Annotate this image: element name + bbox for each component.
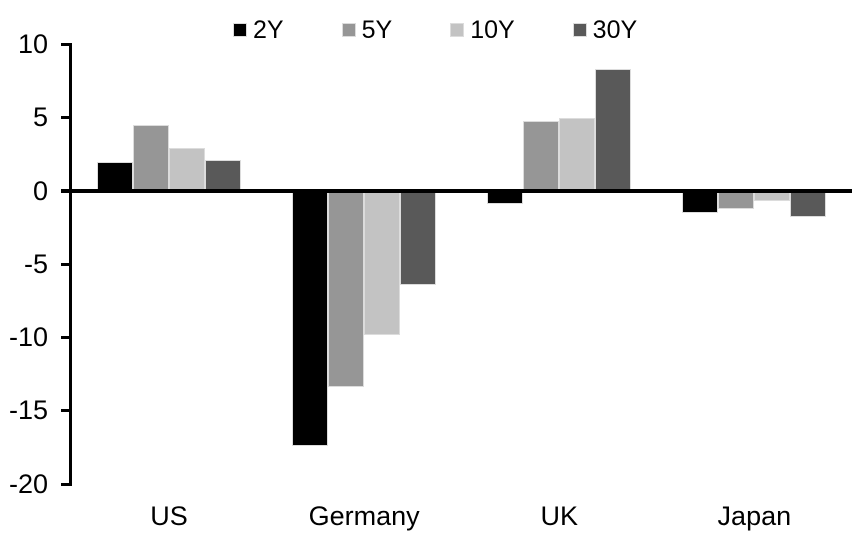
x-axis-label-japan: Japan [717, 501, 792, 531]
legend-swatch-30y [572, 23, 587, 37]
legend-item-30y: 30Y [572, 16, 638, 44]
legend-item-10y: 10Y [450, 16, 515, 44]
bar-germany-5y [328, 191, 365, 388]
x-axis-label-us: US [150, 501, 188, 531]
y-axis-tick-label: -20 [8, 468, 48, 499]
y-axis-tick-label: 10 [17, 28, 48, 59]
legend-swatch-5y [341, 23, 356, 37]
bar-germany-10y [364, 191, 401, 335]
bar-germany-30y [400, 191, 437, 285]
y-axis-tick-label: -10 [8, 322, 48, 353]
bar-germany-2y [292, 191, 329, 447]
zero-baseline [61, 189, 852, 193]
y-axis-tick-label: 5 [32, 102, 48, 133]
legend-label-2y: 2Y [253, 16, 284, 44]
y-axis-tick-label: -15 [8, 395, 48, 426]
bar-uk-5y [523, 120, 560, 191]
legend-swatch-2y [233, 23, 247, 37]
bar-us-5y [133, 125, 170, 191]
x-axis-label-uk: UK [540, 501, 578, 531]
legend-item-2y: 2Y [233, 16, 284, 44]
bar-japan-2y [682, 191, 719, 213]
x-axis-label-germany: Germany [308, 501, 420, 531]
legend-label-5y: 5Y [361, 16, 393, 44]
y-axis-tick [61, 409, 72, 413]
bar-japan-30y [790, 191, 827, 218]
legend-swatch-10y [450, 23, 465, 37]
y-axis-tick-label: 0 [32, 175, 48, 206]
bar-uk-30y [595, 69, 632, 191]
y-axis-tick [61, 42, 72, 46]
bar-uk-10y [559, 117, 596, 191]
bar-japan-5y [718, 191, 755, 209]
chart-legend: 2Y 5Y 10Y 30Y [233, 15, 637, 45]
y-axis-tick [61, 116, 72, 120]
y-axis-tick [61, 482, 72, 486]
bar-us-30y [205, 160, 242, 191]
bar-us-2y [97, 161, 134, 191]
legend-item-5y: 5Y [341, 16, 393, 44]
y-axis-tick [61, 336, 72, 340]
y-axis-tick [61, 262, 72, 266]
legend-label-10y: 10Y [470, 16, 515, 44]
bar-us-10y [169, 148, 206, 191]
legend-label-30y: 30Y [592, 16, 638, 44]
y-axis-tick-label: -5 [23, 248, 48, 279]
